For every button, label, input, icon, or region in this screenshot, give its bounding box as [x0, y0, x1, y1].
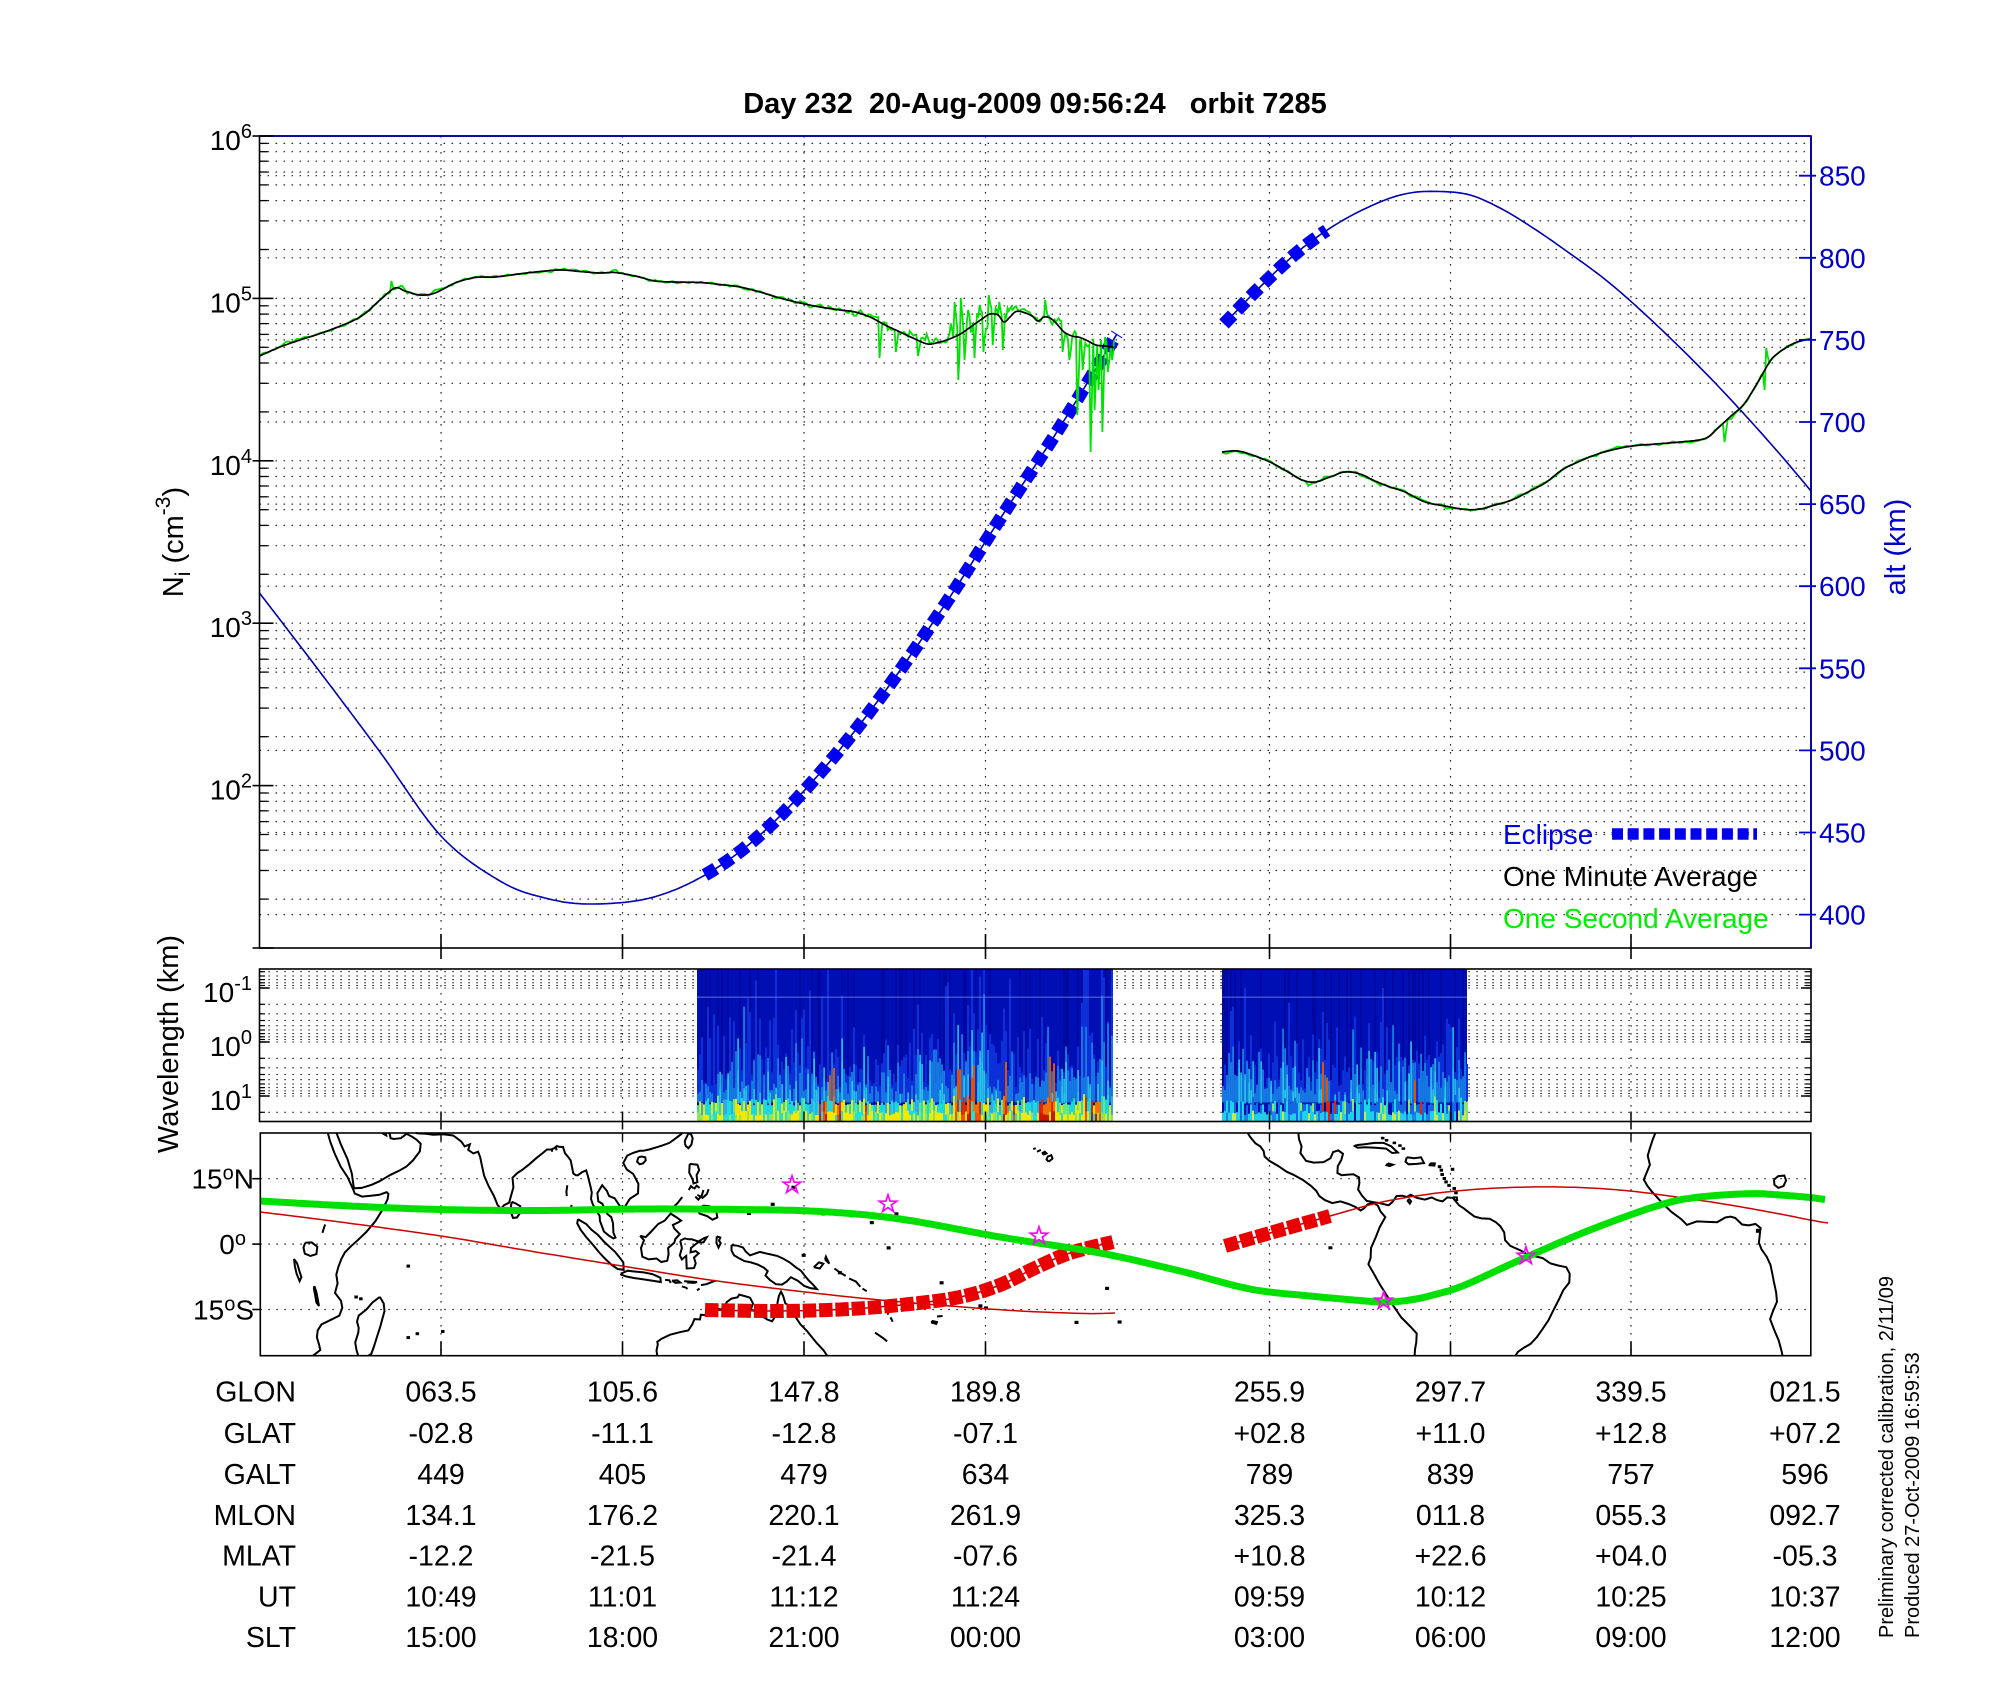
- svg-text:600: 600: [1819, 571, 1866, 602]
- svg-text:MLON: MLON: [214, 1500, 296, 1532]
- svg-text:+02.8: +02.8: [1233, 1418, 1305, 1450]
- svg-text:+04.0: +04.0: [1595, 1541, 1667, 1573]
- svg-text:789: 789: [1246, 1459, 1294, 1491]
- svg-text:MLAT: MLAT: [222, 1541, 296, 1573]
- svg-text:-12.8: -12.8: [772, 1418, 837, 1450]
- svg-text:09:00: 09:00: [1595, 1622, 1666, 1654]
- svg-text:-11.1: -11.1: [591, 1418, 654, 1450]
- svg-text:063.5: 063.5: [405, 1377, 476, 1409]
- svg-text:479: 479: [780, 1459, 828, 1491]
- svg-text:405: 405: [599, 1459, 647, 1491]
- svg-text:449: 449: [417, 1459, 465, 1491]
- svg-text:-21.5: -21.5: [590, 1541, 655, 1573]
- svg-text:800: 800: [1819, 243, 1866, 274]
- svg-text:One Minute Average: One Minute Average: [1503, 861, 1758, 892]
- svg-text:757: 757: [1607, 1459, 1655, 1491]
- svg-text:297.7: 297.7: [1415, 1377, 1486, 1409]
- svg-text:Day 232 20-Aug-2009 09:56:24: Day 232 20-Aug-2009 09:56:24 orbit 7285: [743, 88, 1327, 120]
- svg-text:021.5: 021.5: [1769, 1377, 1840, 1409]
- svg-text:10:25: 10:25: [1595, 1582, 1666, 1614]
- svg-text:055.3: 055.3: [1595, 1500, 1666, 1532]
- svg-text:GLON: GLON: [215, 1377, 296, 1409]
- svg-text:550: 550: [1819, 653, 1866, 684]
- svg-text:106: 106: [210, 121, 252, 156]
- svg-text:092.7: 092.7: [1769, 1500, 1840, 1532]
- svg-text:596: 596: [1781, 1459, 1829, 1491]
- svg-text:SLT: SLT: [246, 1622, 296, 1654]
- svg-text:15:00: 15:00: [405, 1622, 476, 1654]
- svg-text:450: 450: [1819, 818, 1866, 849]
- svg-text:UT: UT: [258, 1582, 296, 1614]
- svg-text:220.1: 220.1: [768, 1500, 839, 1532]
- svg-text:Preliminary corrected calibrat: Preliminary corrected calibration, 2/11/…: [1876, 1276, 1898, 1638]
- svg-text:400: 400: [1819, 900, 1866, 931]
- svg-text:134.1: 134.1: [405, 1500, 476, 1532]
- svg-text:00:00: 00:00: [950, 1622, 1021, 1654]
- svg-text:15oS: 15oS: [193, 1294, 254, 1326]
- svg-text:10:12: 10:12: [1415, 1582, 1486, 1614]
- svg-text:-12.2: -12.2: [409, 1541, 474, 1573]
- svg-text:339.5: 339.5: [1595, 1377, 1666, 1409]
- svg-text:-21.4: -21.4: [772, 1541, 837, 1573]
- svg-text:Eclipse: Eclipse: [1503, 819, 1593, 850]
- svg-text:GLAT: GLAT: [224, 1418, 296, 1450]
- svg-text:700: 700: [1819, 407, 1866, 438]
- svg-text:-07.1: -07.1: [953, 1418, 1018, 1450]
- svg-text:650: 650: [1819, 489, 1866, 520]
- svg-text:750: 750: [1819, 325, 1866, 356]
- svg-text:18:00: 18:00: [587, 1622, 658, 1654]
- svg-text:11:24: 11:24: [951, 1582, 1020, 1614]
- svg-text:+22.6: +22.6: [1414, 1541, 1486, 1573]
- svg-text:+10.8: +10.8: [1233, 1541, 1305, 1573]
- svg-text:+07.2: +07.2: [1769, 1418, 1841, 1450]
- svg-text:11:12: 11:12: [769, 1582, 838, 1614]
- svg-text:21:00: 21:00: [768, 1622, 839, 1654]
- svg-text:Wavelength (km): Wavelength (km): [153, 935, 185, 1153]
- svg-text:06:00: 06:00: [1415, 1622, 1486, 1654]
- svg-text:325.3: 325.3: [1234, 1500, 1305, 1532]
- svg-text:105.6: 105.6: [587, 1377, 658, 1409]
- svg-text:09:59: 09:59: [1234, 1582, 1305, 1614]
- svg-text:189.8: 189.8: [950, 1377, 1021, 1409]
- svg-text:+12.8: +12.8: [1595, 1418, 1667, 1450]
- svg-text:Produced 27-Oct-2009 16:59:53: Produced 27-Oct-2009 16:59:53: [1902, 1352, 1924, 1638]
- svg-text:839: 839: [1427, 1459, 1475, 1491]
- svg-text:GALT: GALT: [224, 1459, 296, 1491]
- svg-text:-05.3: -05.3: [1773, 1541, 1838, 1573]
- svg-text:-07.6: -07.6: [953, 1541, 1018, 1573]
- svg-text:12:00: 12:00: [1769, 1622, 1840, 1654]
- svg-text:One Second Average: One Second Average: [1503, 903, 1769, 934]
- svg-text:11:01: 11:01: [588, 1582, 657, 1614]
- svg-text:255.9: 255.9: [1234, 1377, 1305, 1409]
- svg-text:147.8: 147.8: [768, 1377, 839, 1409]
- svg-text:03:00: 03:00: [1234, 1622, 1305, 1654]
- svg-text:+11.0: +11.0: [1416, 1418, 1486, 1450]
- svg-text:10:37: 10:37: [1769, 1582, 1840, 1614]
- svg-text:alt (km): alt (km): [1880, 499, 1912, 596]
- svg-text:100: 100: [210, 1027, 252, 1062]
- svg-text:-02.8: -02.8: [409, 1418, 474, 1450]
- svg-text:10:49: 10:49: [405, 1582, 476, 1614]
- svg-text:500: 500: [1819, 735, 1866, 766]
- svg-text:011.8: 011.8: [1416, 1500, 1485, 1532]
- svg-text:176.2: 176.2: [587, 1500, 658, 1532]
- svg-text:261.9: 261.9: [950, 1500, 1021, 1532]
- svg-text:634: 634: [962, 1459, 1010, 1491]
- svg-text:850: 850: [1819, 161, 1866, 192]
